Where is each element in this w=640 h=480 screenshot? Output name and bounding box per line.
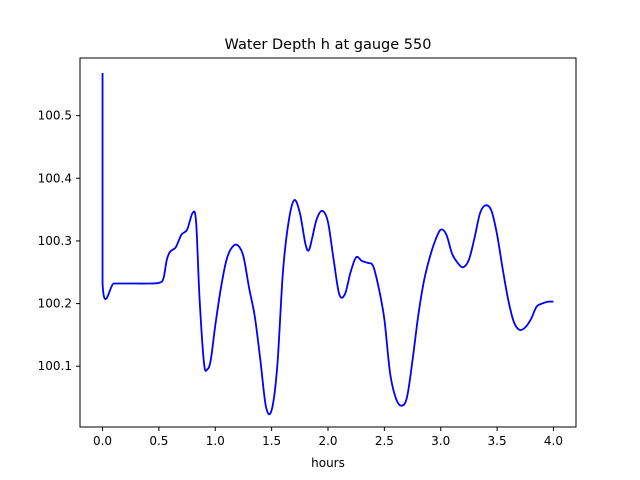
series-line [101,73,554,416]
x-tick-label: 2.0 [318,434,337,448]
x-tick-label: 0.5 [149,434,168,448]
chart-title: Water Depth h at gauge 550 [225,37,432,53]
x-tick-label: 4.0 [544,434,563,448]
x-axis-label: hours [311,456,345,470]
y-tick-label: 100.2 [38,297,72,311]
x-tick-label: 3.5 [488,434,507,448]
y-tick-label: 100.4 [38,171,72,185]
x-tick-label: 1.5 [262,434,281,448]
x-tick-label: 2.5 [375,434,394,448]
x-tick-label: 1.0 [206,434,225,448]
y-axis-ticks: 100.1 100.2 100.3 100.4 100.5 [38,109,80,373]
plot-frame [79,57,577,428]
y-tick-label: 100.1 [38,359,72,373]
y-tick-label: 100.5 [38,109,72,123]
x-tick-label: 0.0 [93,434,112,448]
x-tick-label: 3.0 [431,434,450,448]
x-axis-ticks: 0.0 0.5 1.0 1.5 2.0 2.5 3.0 3.5 4.0 [93,427,563,448]
y-tick-label: 100.3 [38,234,72,248]
